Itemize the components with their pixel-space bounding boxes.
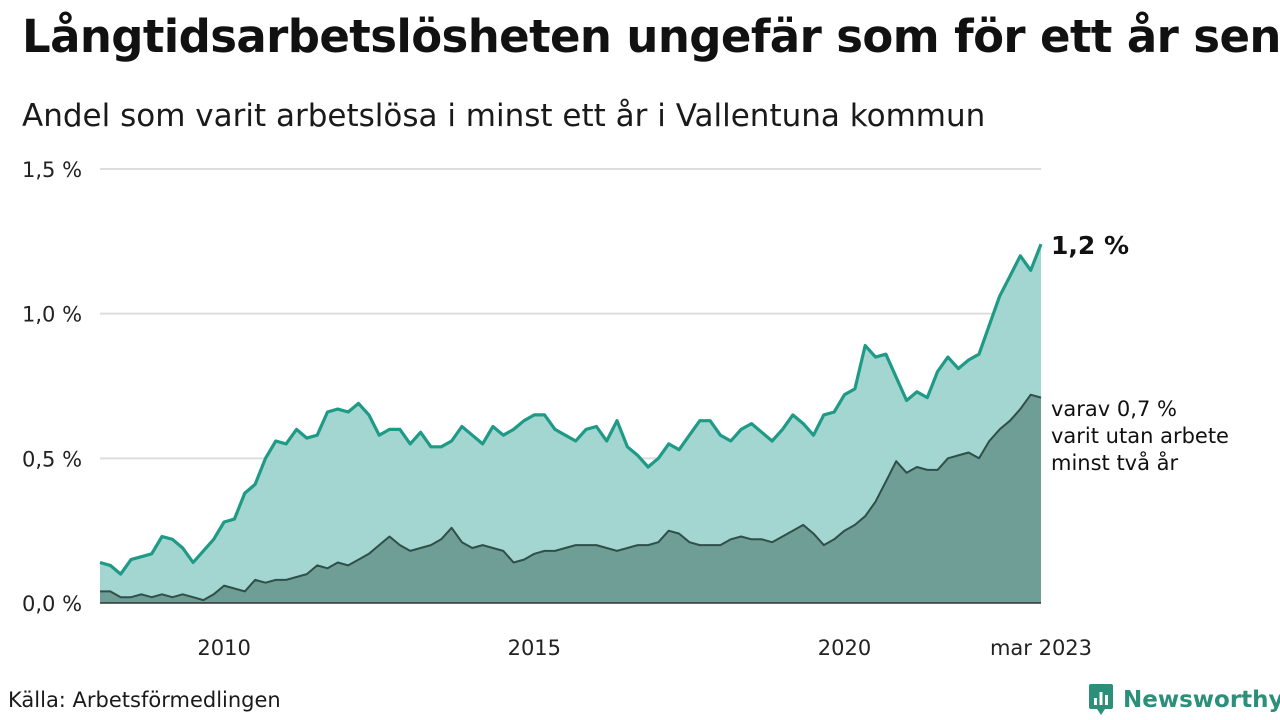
brand-name: Newsworthy: [1123, 687, 1280, 713]
x-tick-label: 2010: [197, 636, 250, 660]
series-area-minst_ett_ar: [100, 244, 1041, 603]
series-area-minst_tva_ar: [100, 394, 1041, 603]
two-year-end-label-line: varit utan arbete: [1051, 424, 1229, 448]
two-year-end-label-line: varav 0,7 %: [1051, 397, 1177, 421]
y-tick-label: 0,0 %: [22, 592, 82, 616]
bar-chart-logo-icon: [1089, 684, 1113, 715]
x-tick-label: 2015: [508, 636, 561, 660]
y-tick-label: 0,5 %: [22, 447, 82, 471]
axes: 0,0 % 0,5 % 1,0 % 1,5 % 2010 2015 2020 mar 2023: [22, 158, 1092, 660]
y-tick-label: 1,0 %: [22, 303, 82, 327]
chart-subtitle: Andel som varit arbetslösa i minst ett å…: [22, 98, 986, 134]
two-year-end-label-line: minst två år: [1051, 450, 1179, 475]
x-tick-label: 2020: [818, 636, 871, 660]
y-tick-label: 1,5 %: [22, 158, 82, 182]
chart-title: Långtidsarbetslösheten ungefär som för e…: [22, 10, 1280, 63]
source-note: Källa: Arbetsförmedlingen: [8, 688, 281, 712]
brand-logo: Newsworthy: [1087, 680, 1280, 720]
total-end-label: 1,2 %: [1051, 231, 1129, 260]
series-areas: [99, 243, 1043, 603]
series-line-minst_tva_ar: [100, 393, 1042, 602]
series-line-minst_ett_ar: [99, 243, 1043, 576]
x-tick-label: mar 2023: [990, 636, 1092, 660]
